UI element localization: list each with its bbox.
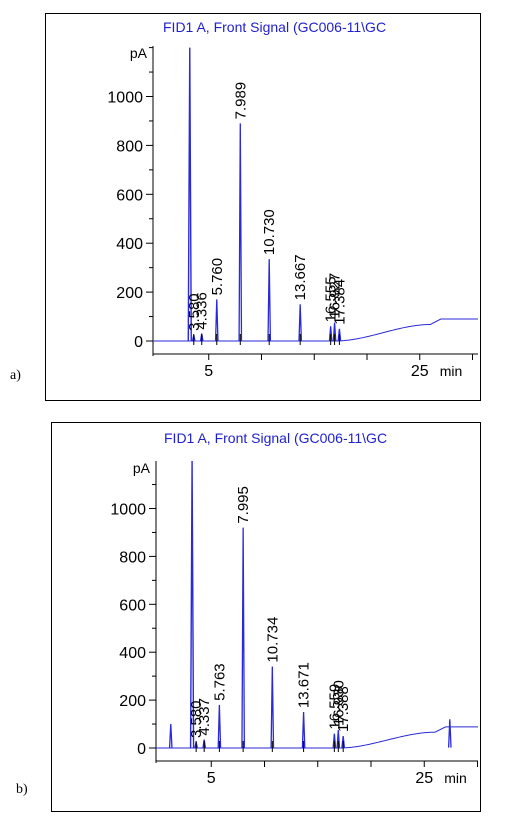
y-tick-label: 0	[134, 334, 143, 351]
x-tick-label: 25	[411, 363, 429, 380]
y-tick-label: 800	[116, 138, 143, 155]
panel-tag-a: a)	[10, 368, 21, 383]
y-unit-label: pA	[130, 45, 148, 61]
peak	[217, 704, 222, 749]
y-tick-label: 200	[116, 285, 143, 302]
solvent-peak	[189, 460, 195, 749]
peak	[238, 123, 243, 342]
y-tick-label: 0	[137, 741, 146, 758]
chromatogram-panel-b: FID1 A, Front Signal (GC006-11\GC pA 0 200 4…	[51, 422, 481, 812]
peak-label: 4.337	[196, 698, 213, 736]
y-tick-label: 200	[119, 693, 146, 710]
peak	[301, 712, 306, 749]
peak-label: 4.336	[194, 292, 211, 330]
peak	[241, 527, 245, 749]
peak-label: 16.555	[323, 276, 340, 322]
panel-tag-b: b)	[16, 782, 28, 797]
x-unit-label: min	[440, 363, 463, 379]
peak	[298, 304, 303, 342]
chart-title: FID1 A, Front Signal (GC006-11\GC	[163, 19, 386, 35]
solvent-peak	[187, 47, 192, 342]
peak	[270, 666, 275, 749]
peak-label: 3.580	[188, 700, 205, 738]
peak	[332, 733, 337, 749]
chart-b: FID1 A, Front Signal (GC006-11\GC pA 0 200 4…	[110, 430, 478, 787]
peak-label: 16.559	[326, 684, 343, 730]
peak	[328, 326, 333, 342]
peak-label: 7.995	[235, 486, 252, 524]
y-tick-label: 600	[119, 597, 146, 614]
x-tick-label: 5	[204, 363, 213, 380]
x-tick-label: 5	[207, 770, 216, 787]
peak	[337, 328, 342, 341]
peak-label: 5.763	[211, 663, 228, 701]
y-tick-label: 1000	[107, 90, 143, 107]
peak-label: 10.730	[261, 209, 278, 255]
chart-a: FID1 A, Front Signal (GC006-11\GC pA 0 200 4…	[107, 19, 478, 380]
peak-label: 16.927	[327, 273, 344, 319]
peak-label: 7.989	[232, 82, 249, 120]
baseline-trace	[156, 726, 478, 749]
peak-label: 16.930	[330, 680, 347, 726]
peak	[267, 259, 272, 342]
x-tick-label: 25	[415, 770, 433, 787]
peak	[214, 299, 219, 342]
y-tick-label: 800	[119, 549, 146, 566]
chart-title: FID1 A, Front Signal (GC006-11\GC	[164, 430, 387, 446]
peak	[332, 322, 337, 342]
peak-label: 5.760	[209, 258, 226, 296]
y-tick-label: 1000	[110, 502, 146, 519]
peak	[199, 333, 204, 342]
peak-label: 17.384	[331, 279, 348, 325]
peak	[168, 724, 173, 749]
peak-label: 13.671	[296, 662, 313, 708]
y-tick-label: 400	[116, 236, 143, 253]
peak	[202, 739, 207, 749]
peak-label: 17.388	[335, 686, 352, 732]
peak-label: 13.667	[292, 254, 309, 300]
peak	[341, 735, 346, 748]
peak	[336, 729, 341, 749]
peak	[447, 719, 452, 748]
y-tick-label: 400	[119, 645, 146, 662]
peak-label: 10.734	[264, 617, 281, 663]
y-unit-label: pA	[133, 460, 151, 476]
peak-label: 3.580	[186, 293, 203, 331]
baseline-trace	[153, 318, 478, 342]
chromatogram-panel-a: FID1 A, Front Signal (GC006-11\GC pA 0 200 4…	[45, 13, 481, 401]
y-tick-label: 600	[116, 187, 143, 204]
x-unit-label: min	[444, 770, 467, 786]
